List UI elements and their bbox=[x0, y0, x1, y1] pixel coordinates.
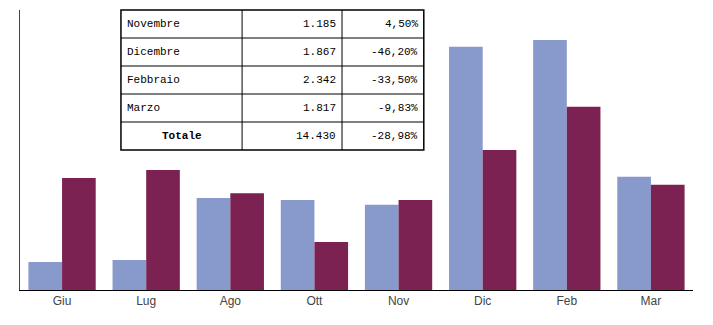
svg-text:1.185: 1.185 bbox=[303, 18, 336, 30]
svg-text:Giu: Giu bbox=[53, 294, 72, 308]
svg-text:Febbraio: Febbraio bbox=[127, 74, 180, 86]
svg-text:Ago: Ago bbox=[220, 294, 242, 308]
svg-text:4,50%: 4,50% bbox=[385, 18, 418, 30]
svg-text:2.342: 2.342 bbox=[303, 74, 336, 86]
svg-text:Novembre: Novembre bbox=[127, 18, 180, 30]
svg-text:Feb: Feb bbox=[556, 294, 577, 308]
svg-text:Dicembre: Dicembre bbox=[127, 46, 180, 58]
svg-text:-9,83%: -9,83% bbox=[378, 102, 418, 114]
svg-text:14.430: 14.430 bbox=[296, 130, 336, 142]
svg-text:Totale: Totale bbox=[162, 130, 202, 142]
svg-text:-46,20%: -46,20% bbox=[371, 46, 418, 58]
svg-text:Dic: Dic bbox=[474, 294, 491, 308]
svg-text:Ott: Ott bbox=[306, 294, 323, 308]
svg-text:-28,98%: -28,98% bbox=[371, 130, 418, 142]
svg-text:1.867: 1.867 bbox=[303, 46, 336, 58]
svg-text:-33,50%: -33,50% bbox=[371, 74, 418, 86]
svg-text:Nov: Nov bbox=[388, 294, 409, 308]
svg-text:Mar: Mar bbox=[641, 294, 662, 308]
svg-text:Lug: Lug bbox=[136, 294, 156, 308]
svg-text:1.817: 1.817 bbox=[303, 102, 336, 114]
svg-text:Marzo: Marzo bbox=[127, 102, 160, 114]
